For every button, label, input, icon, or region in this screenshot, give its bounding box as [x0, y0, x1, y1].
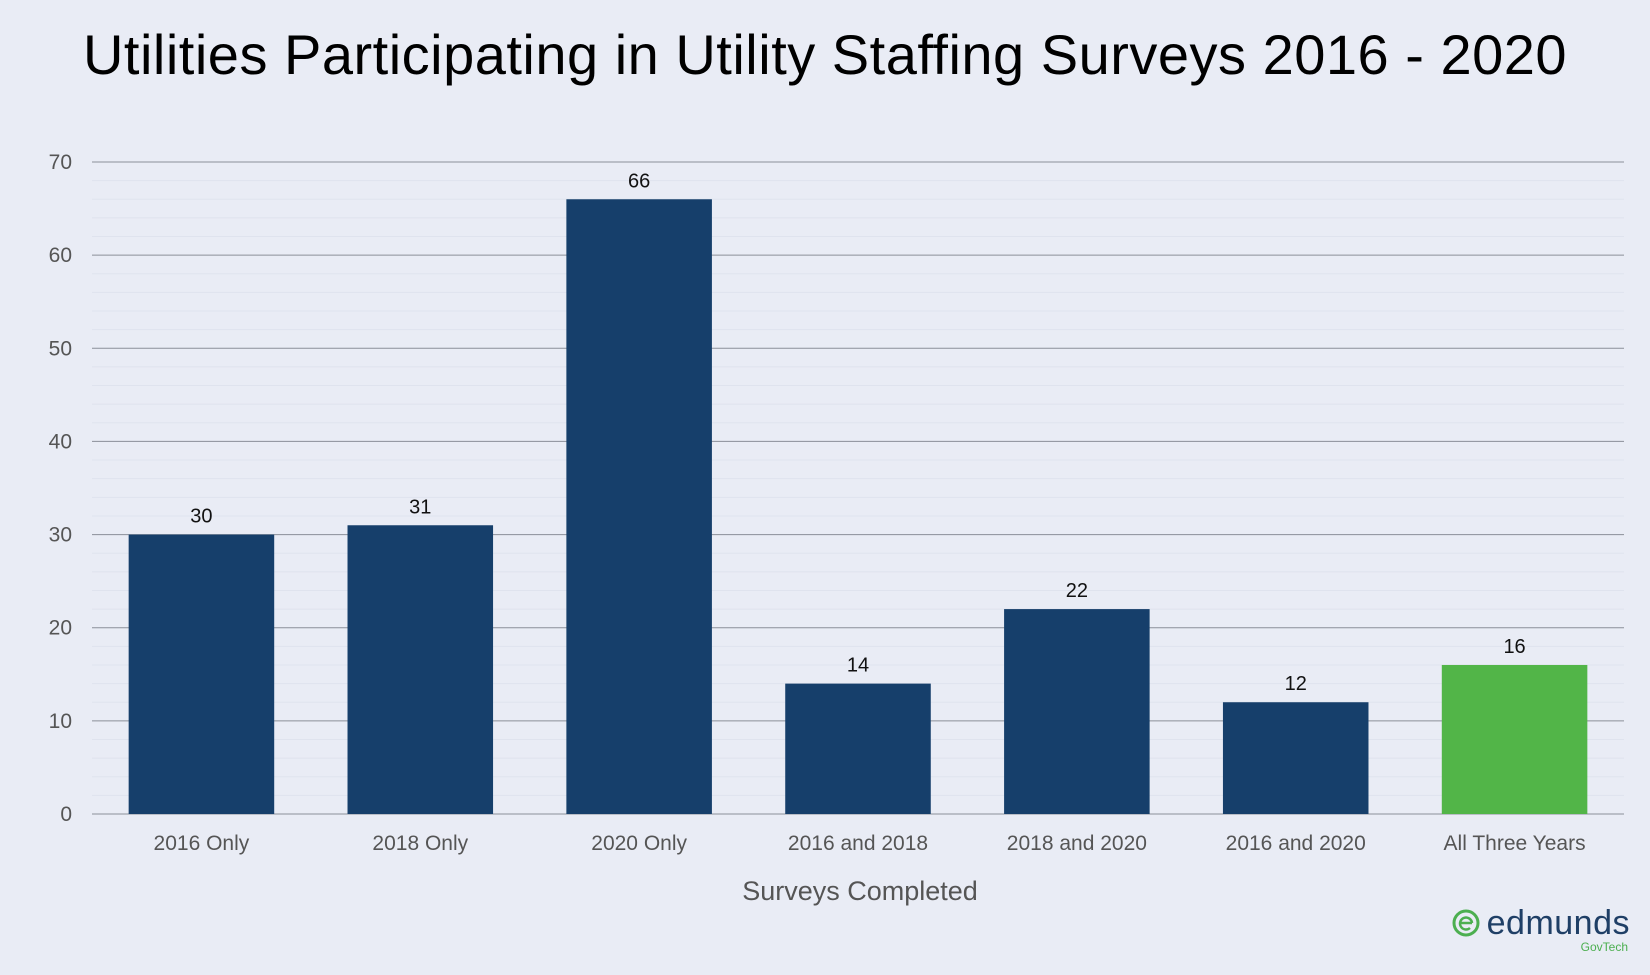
- y-tick-label: 30: [49, 524, 72, 547]
- y-tick-label: 0: [60, 803, 72, 826]
- data-label: 31: [409, 496, 431, 518]
- bar: [1004, 609, 1150, 814]
- x-axis-title: Surveys Completed: [742, 876, 978, 906]
- y-tick-label: 70: [49, 151, 72, 174]
- y-tick-label: 10: [49, 710, 72, 733]
- x-category-label: 2020 Only: [591, 832, 687, 855]
- chart-title: Utilities Participating in Utility Staff…: [82, 23, 1568, 86]
- x-axis-categories: 2016 Only 2018 Only 2020 Only 2016 and 2018…: [154, 832, 1586, 855]
- bar: [347, 525, 494, 814]
- bar: [566, 199, 712, 814]
- data-labels: 30 31 66 14 22 12 16: [190, 170, 1525, 695]
- y-tick-label: 20: [49, 617, 72, 640]
- bars: [128, 199, 1588, 814]
- x-category-label: 2016 Only: [154, 832, 250, 855]
- x-category-label: 2016 and 2020: [1226, 832, 1366, 855]
- data-label: 16: [1503, 636, 1525, 658]
- logo-subtitle: GovTech: [1580, 940, 1628, 954]
- bar: [128, 534, 275, 814]
- x-category-label: 2016 and 2018: [788, 832, 928, 855]
- data-label: 30: [190, 506, 212, 528]
- grid-lines: [92, 161, 1624, 815]
- bar: [1441, 664, 1588, 814]
- x-category-label: 2018 and 2020: [1007, 832, 1147, 855]
- data-label: 12: [1285, 673, 1307, 695]
- y-axis-ticks: 0 10 20 30 40 50 60 70: [49, 151, 72, 826]
- logo-wordmark: edmunds: [1486, 904, 1630, 942]
- y-tick-label: 50: [49, 337, 72, 360]
- data-label: 22: [1066, 580, 1088, 602]
- bar: [785, 683, 931, 814]
- bar: [1222, 702, 1369, 814]
- edmunds-e-icon: [1452, 909, 1480, 937]
- x-category-label: All Three Years: [1444, 832, 1586, 855]
- data-label: 14: [847, 655, 869, 677]
- y-tick-label: 60: [49, 244, 72, 267]
- y-tick-label: 40: [49, 430, 72, 453]
- x-category-label: 2018 Only: [372, 832, 468, 855]
- edmunds-logo: edmunds GovTech: [1451, 906, 1630, 953]
- data-label: 66: [628, 170, 650, 192]
